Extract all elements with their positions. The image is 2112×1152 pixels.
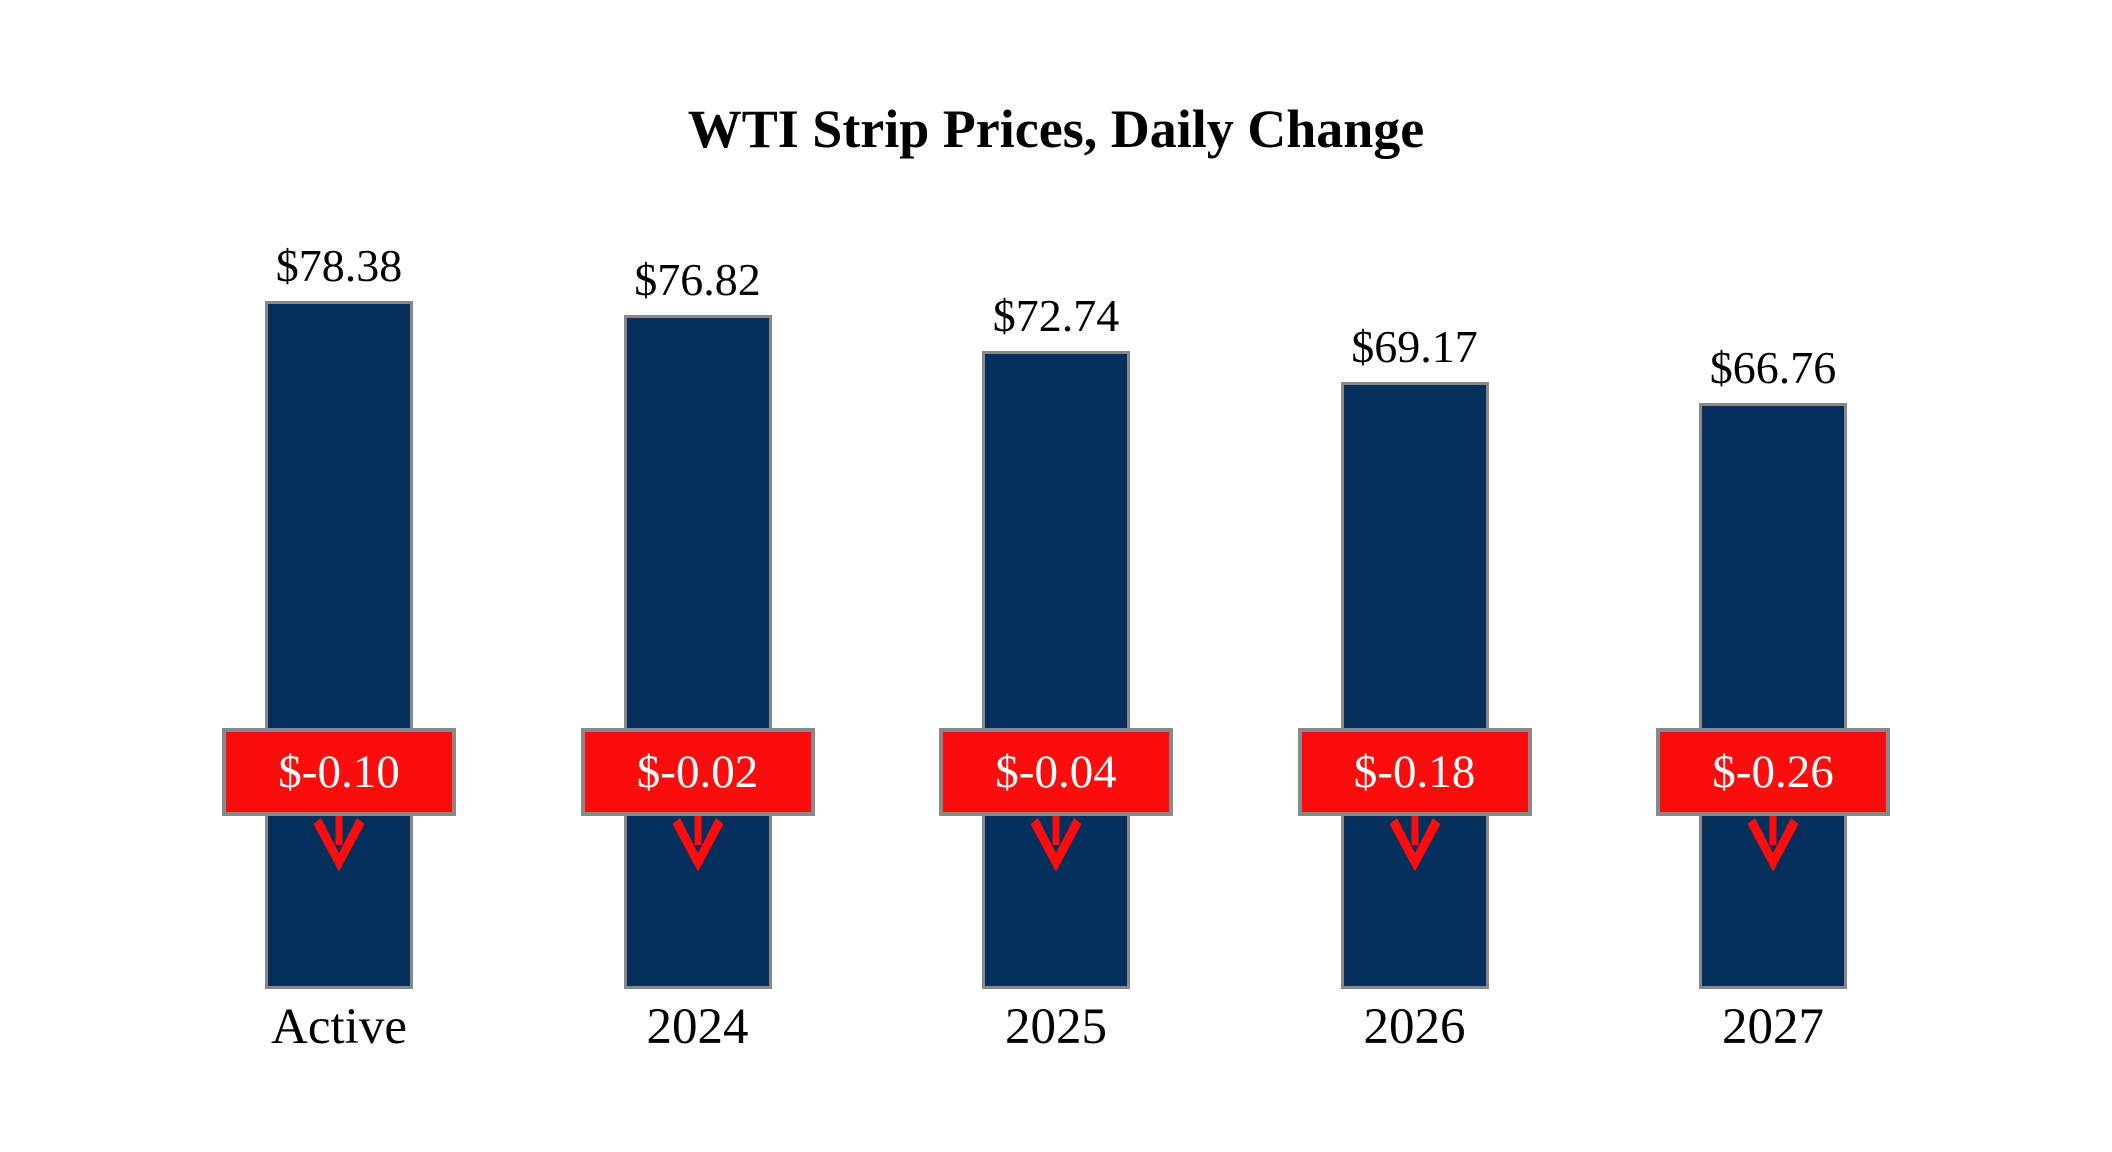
- daily-change-value: $-0.26: [1712, 745, 1834, 798]
- category-label: 2027: [1722, 999, 1824, 1055]
- bar-group: $76.82 $-0.02 2024: [578, 0, 818, 1152]
- bar-group: $78.38 $-0.10 Active: [219, 0, 459, 1152]
- daily-change-value: $-0.04: [995, 745, 1117, 798]
- chart-title: WTI Strip Prices, Daily Change: [687, 99, 1425, 159]
- down-arrow-icon: [1747, 813, 1799, 872]
- daily-change-badge: $-0.26: [1656, 728, 1890, 816]
- price-bar: [1340, 382, 1489, 989]
- down-arrow-icon: [313, 813, 365, 872]
- bar-value-label: $78.38: [275, 240, 403, 291]
- bar-group: $72.74 $-0.04 2025: [936, 0, 1176, 1152]
- price-bar: [982, 351, 1130, 989]
- category-label: 2025: [1005, 999, 1107, 1055]
- bar-value-label: $69.17: [1351, 321, 1478, 372]
- daily-change-value: $-0.18: [1353, 745, 1476, 798]
- daily-change-badge: $-0.04: [939, 728, 1173, 816]
- down-arrow-icon: [672, 813, 723, 872]
- daily-change-value: $-0.02: [636, 745, 759, 798]
- down-arrow-icon: [1030, 813, 1082, 872]
- price-bar: [623, 315, 772, 989]
- daily-change-badge: $-0.18: [1297, 728, 1532, 816]
- bar-group: $69.17 $-0.18 2026: [1295, 0, 1535, 1152]
- bar-group: $66.76 $-0.26 2027: [1653, 0, 1893, 1152]
- price-bar: [1699, 403, 1847, 989]
- daily-change-value: $-0.10: [278, 745, 400, 798]
- category-label: 2024: [646, 999, 749, 1055]
- down-arrow-icon: [1389, 813, 1440, 872]
- price-bar: [265, 301, 413, 989]
- category-label: 2026: [1363, 999, 1466, 1055]
- bar-value-label: $76.82: [634, 254, 761, 305]
- bar-value-label: $72.74: [992, 290, 1120, 341]
- category-label: Active: [271, 999, 407, 1055]
- daily-change-badge: $-0.02: [580, 728, 815, 816]
- daily-change-badge: $-0.10: [222, 728, 456, 816]
- bar-value-label: $66.76: [1709, 342, 1837, 393]
